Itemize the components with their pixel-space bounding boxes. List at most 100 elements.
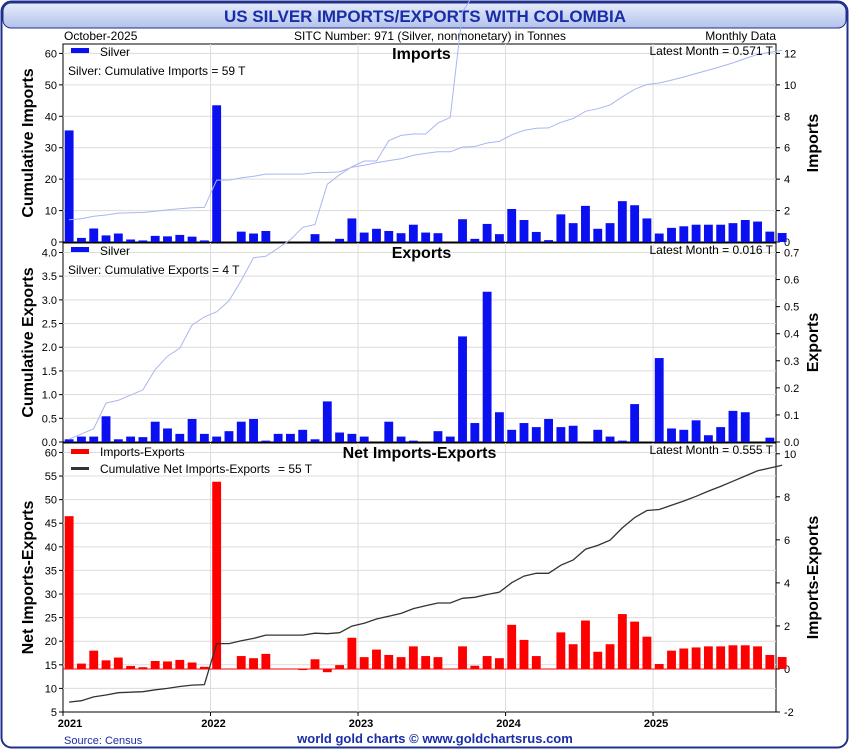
bar (728, 645, 738, 669)
bar (716, 427, 726, 442)
bar (126, 665, 136, 669)
bar (372, 649, 381, 669)
bar (593, 228, 603, 242)
bar (421, 232, 431, 242)
left-tick-label: 5 (51, 707, 57, 719)
latest-month-label: Latest Month = 0.571 T (649, 44, 773, 58)
right-tick-label: 4 (784, 174, 790, 186)
bar (77, 237, 86, 242)
bar (298, 429, 308, 442)
left-tick-label: 10 (45, 206, 57, 218)
bar (310, 439, 320, 442)
panel-title: Imports (392, 46, 451, 63)
bar (163, 661, 172, 669)
right-tick-label: 0.2 (784, 383, 799, 395)
bar (470, 423, 480, 442)
x-tick-label: 2021 (58, 718, 82, 730)
bar (212, 436, 222, 442)
bar (581, 620, 590, 669)
right-tick-label: 0.0 (784, 437, 799, 449)
bar (605, 436, 615, 442)
bar (408, 224, 418, 242)
bar (347, 637, 357, 669)
bar (384, 231, 394, 242)
chart-title: US SILVER IMPORTS/EXPORTS WITH COLOMBIA (224, 7, 626, 26)
bar (679, 429, 689, 442)
bar (298, 668, 308, 671)
bar (175, 234, 185, 242)
legend-label-net: Imports-Exports (100, 445, 185, 459)
bar (187, 662, 197, 669)
bar (654, 233, 664, 242)
bar (777, 657, 787, 669)
bar (531, 231, 541, 242)
bar (359, 436, 369, 442)
bar (740, 412, 750, 442)
bar (753, 646, 762, 669)
bar (101, 235, 111, 242)
bar (89, 650, 99, 669)
latest-month-label: Latest Month = 0.016 T (649, 243, 773, 257)
panel-imports: 0 10 20 30 40 50 60 0 2 4 6 8 10 12 Imports Latest Mont… (20, 43, 822, 249)
bar (593, 429, 603, 442)
bar (163, 428, 172, 442)
header-date: October-2025 (64, 29, 138, 43)
bar (310, 659, 320, 669)
cumulative-line (69, 49, 783, 221)
bar (630, 404, 640, 442)
bar (470, 238, 480, 242)
cumulative-line (69, 464, 783, 703)
right-tick-label: 2 (784, 621, 790, 633)
cumulative-label: Silver: Cumulative Imports = 59 T (68, 64, 246, 78)
bar (89, 228, 99, 242)
bar (482, 656, 492, 669)
bar (396, 657, 406, 669)
bar (347, 218, 357, 242)
bar (113, 439, 123, 442)
bar (605, 223, 615, 242)
bar (482, 291, 492, 442)
bar (445, 436, 455, 442)
bar (126, 239, 136, 242)
right-tick-label: -2 (784, 707, 794, 719)
left-tick-label: 0.5 (42, 413, 57, 425)
bar (494, 658, 504, 669)
bar (667, 227, 676, 242)
bar (605, 644, 615, 669)
bar (458, 219, 467, 242)
bar (372, 228, 381, 242)
bar (556, 632, 566, 669)
bar (249, 418, 258, 442)
bar (150, 421, 160, 442)
legend-label-cumulative: Cumulative Net Imports-Exports (100, 462, 270, 476)
left-tick-label: 3.5 (42, 271, 57, 283)
bar (77, 663, 86, 669)
bar (568, 425, 578, 442)
left-tick-label: 1.5 (42, 366, 57, 378)
bar (285, 433, 295, 442)
bar (531, 427, 541, 442)
bar (126, 436, 136, 442)
left-tick-label: 50 (45, 495, 57, 507)
bar (261, 231, 271, 242)
bar (630, 205, 640, 242)
left-tick-label: 55 (45, 471, 57, 483)
x-tick-label: 2022 (201, 718, 225, 730)
bar (667, 650, 676, 669)
bar (77, 436, 86, 442)
right-tick-label: 10 (784, 449, 796, 461)
bar (212, 105, 222, 243)
bar (199, 666, 209, 669)
header-sitc: SITC Number: 971 (Silver, nonmonetary) i… (294, 29, 566, 43)
cumulative-label: Silver: Cumulative Exports = 4 T (68, 263, 240, 277)
bar (359, 657, 369, 669)
left-axis-title: Net Imports-Exports (20, 501, 37, 655)
bar (556, 214, 566, 242)
bar (310, 234, 320, 242)
bar (507, 429, 517, 442)
left-tick-label: 10 (45, 683, 57, 695)
bar (703, 224, 713, 242)
right-tick-label: 10 (784, 80, 796, 92)
left-tick-label: 40 (45, 542, 57, 554)
